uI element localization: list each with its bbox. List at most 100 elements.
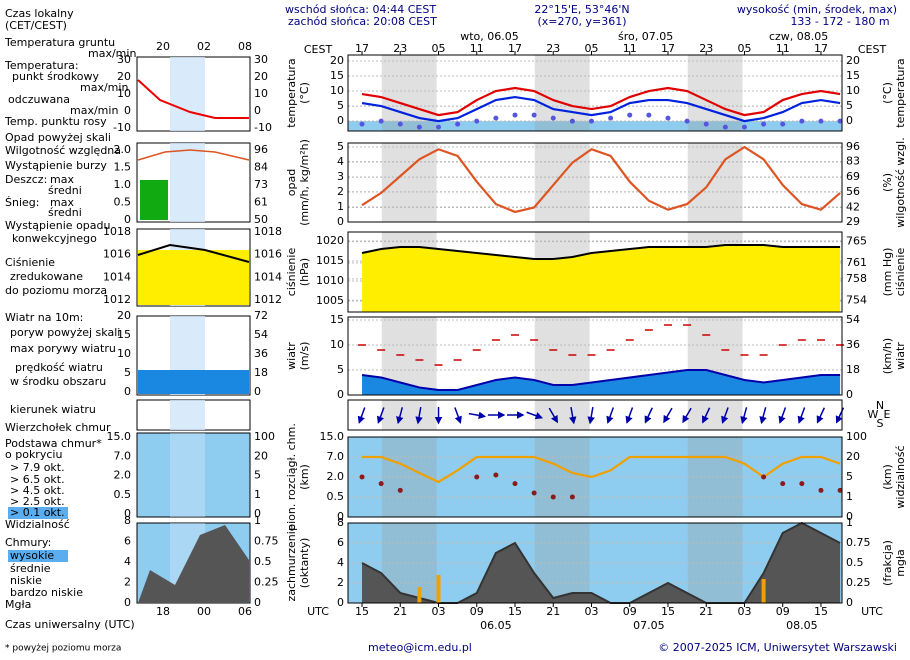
- cest-tick-label: 17: [508, 42, 522, 55]
- y-tick-label: 0: [846, 510, 853, 523]
- y-tick-label: 0: [337, 596, 344, 609]
- date-bottom: 08.05: [786, 619, 818, 632]
- wind-arrow: [396, 407, 404, 425]
- panel-frame: [347, 142, 843, 223]
- panel-frame: [347, 522, 843, 604]
- date-bottom: 07.05: [633, 619, 665, 632]
- mini-tick: 0: [254, 104, 261, 117]
- dot: [741, 124, 747, 130]
- mini-tick: 36: [254, 347, 268, 360]
- date-bottom: 06.05: [480, 619, 512, 632]
- legend-label: max porywy wiatru: [10, 342, 116, 355]
- legend-label: konwekcyjnego: [12, 232, 97, 245]
- dot: [837, 487, 843, 493]
- mini-tick: 0: [254, 507, 261, 520]
- legend-label: Podstawa chmur*: [5, 437, 102, 450]
- utc-tick-label: 09: [470, 605, 484, 618]
- compass-label: E: [884, 408, 891, 421]
- cest-tick-label: 17: [355, 42, 369, 55]
- dot: [531, 112, 537, 118]
- mini-night: [170, 57, 205, 131]
- legend-label: Deszcz:: [5, 173, 47, 186]
- mini-humid: [137, 149, 250, 161]
- legend-label: zredukowane: [10, 270, 83, 283]
- dot: [761, 121, 767, 127]
- y-tick-label: 1: [337, 200, 344, 213]
- y2-axis-label: widzialność: [894, 445, 907, 508]
- legend-label: (CET/CEST): [5, 19, 67, 32]
- mini-tick: 0: [124, 104, 131, 117]
- legend-label: > 0.1 okt.: [10, 506, 65, 519]
- legend-label: Wystąpienie burzy: [5, 159, 107, 172]
- y-tick-label: 0.5: [846, 556, 864, 569]
- y-tick-label: 15: [330, 313, 344, 326]
- area-edge: [361, 369, 841, 391]
- mini-tick: 1014: [103, 270, 131, 283]
- bar: [761, 579, 766, 603]
- dot: [436, 124, 442, 130]
- legend-label: Temperatura:: [4, 59, 79, 72]
- mini-tick: 20: [254, 70, 268, 83]
- wind-arrow: [587, 406, 595, 425]
- mini-hour: 06: [238, 605, 252, 618]
- cest-tick-label: 05: [737, 42, 751, 55]
- y-tick-label: 5: [846, 470, 853, 483]
- y-tick-label: 100: [846, 430, 867, 443]
- sunset: zachód słońca: 20:08 CEST: [288, 15, 437, 28]
- night-band: [534, 55, 590, 131]
- mini-rain: [140, 180, 168, 220]
- y-tick-label: 15: [846, 69, 860, 82]
- y-tick-label: 1015: [316, 254, 344, 267]
- dot: [359, 121, 365, 127]
- cest-tick-label: 05: [584, 42, 598, 55]
- wind-arrow: [548, 407, 558, 424]
- y-tick-label: 0: [337, 215, 344, 228]
- elevation-title: wysokość (min, środek, max): [737, 3, 897, 16]
- legend-label: średnie: [10, 562, 51, 575]
- panel-frame: [347, 231, 843, 313]
- y-axis-label: ciśnienie: [285, 248, 298, 297]
- y-tick-label: 10: [330, 84, 344, 97]
- dot: [684, 118, 690, 124]
- compass-label: N: [876, 399, 884, 412]
- y-tick-label: 5: [337, 363, 344, 376]
- y-tick-label: 18: [846, 363, 860, 376]
- dot: [397, 487, 403, 493]
- mini-tick: 0.75: [254, 535, 279, 548]
- dot: [722, 124, 728, 130]
- y-tick-label: 20: [330, 54, 344, 67]
- legend-label: > 4.5 okt.: [10, 484, 65, 497]
- night-band: [381, 400, 437, 430]
- mini-tick: 50: [254, 213, 268, 226]
- legend-label: > 7.9 okt.: [10, 461, 65, 474]
- mini-tick: 0: [254, 596, 261, 609]
- mini-tick: 2: [124, 576, 131, 589]
- y-tick-label: 0.5: [327, 490, 345, 503]
- y-tick-label: 36: [846, 338, 860, 351]
- y-tick-label: 1010: [316, 274, 344, 287]
- panel-bg: [348, 400, 842, 430]
- coords: 22°15'E, 53°46'N: [534, 3, 629, 16]
- below-zero: [348, 121, 842, 131]
- mini-tick: 72: [254, 309, 268, 322]
- cest-tick-label: 05: [432, 42, 446, 55]
- y-tick-label: 4: [337, 556, 344, 569]
- mini-wind: [138, 370, 249, 394]
- wind-arrow: [701, 407, 711, 424]
- cest-tick-label: 17: [814, 42, 828, 55]
- y-tick-label: 1: [846, 516, 853, 529]
- mini-hour: 18: [156, 605, 170, 618]
- legend-label: Wiatr na 10m:: [5, 311, 83, 324]
- dot: [493, 115, 499, 121]
- legend-label: punkt środkowy: [12, 70, 100, 83]
- dot: [550, 494, 556, 500]
- y-tick-label: 42: [846, 200, 860, 213]
- wind-arrow: [682, 407, 692, 424]
- y-tick-label: 765: [846, 235, 867, 248]
- y-tick-label: 0.75: [846, 536, 871, 549]
- legend-label: poryw powyżej skali: [10, 326, 120, 339]
- mini-tick: 0.25: [254, 576, 279, 589]
- legend-label: max/min: [88, 47, 136, 60]
- legend-label: średni: [48, 206, 82, 219]
- legend-label: Chmury:: [5, 536, 51, 549]
